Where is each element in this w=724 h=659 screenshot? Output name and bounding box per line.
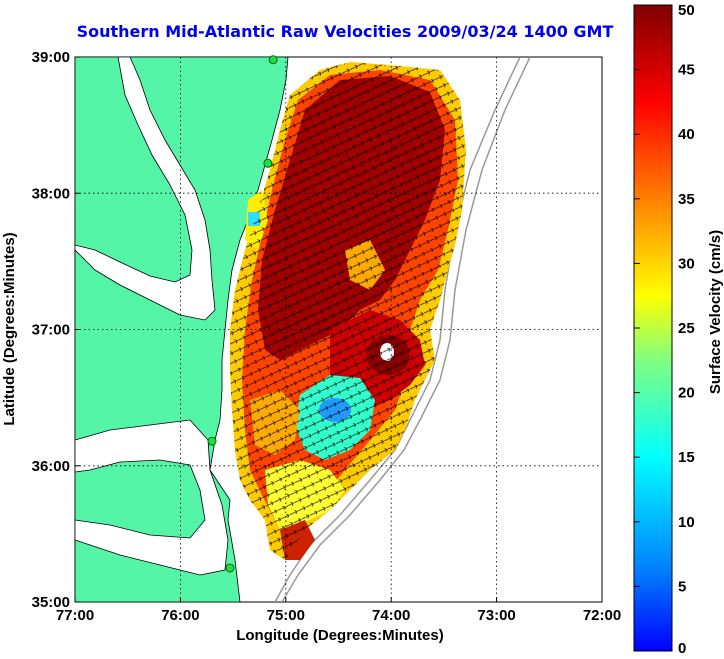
radar-station-marker: [268, 55, 278, 65]
x-tick-label: 73:00: [477, 607, 515, 624]
colorbar-tick-label: 45: [678, 62, 695, 79]
radar-stations: [207, 55, 278, 573]
x-axis-label: Longitude (Degrees:Minutes): [236, 627, 444, 644]
pamlico-sound: [75, 419, 229, 576]
chesapeake-bay: [75, 57, 216, 321]
x-tick-label: 77:00: [56, 607, 94, 624]
y-tick-label: 35:00: [32, 594, 70, 611]
y-tick-label: 37:00: [32, 322, 70, 339]
x-tick-label: 75:00: [267, 607, 305, 624]
colorbar-tick-label: 5: [678, 578, 686, 595]
colorbar-tick-label: 50: [678, 2, 695, 19]
colorbar-tick-label: 0: [678, 640, 686, 657]
colorbar-tick-label: 35: [678, 191, 695, 208]
colorbar-tick-label: 25: [678, 320, 695, 337]
map-title: Southern Mid-Atlantic Raw Velocities 200…: [76, 22, 614, 41]
velocity-field: [230, 62, 466, 560]
x-tick-label: 72:00: [583, 607, 621, 624]
x-tick-label: 76:00: [161, 607, 199, 624]
y-tick-label: 36:00: [32, 458, 70, 475]
colorbar-tick-label: 10: [678, 514, 695, 531]
colorbar-tick-label: 40: [678, 126, 695, 143]
y-axis-label: Latitude (Degrees:Minutes): [1, 232, 18, 425]
colorbar-tick-label: 15: [678, 449, 695, 466]
colorbar-tick-label: 30: [678, 255, 695, 272]
grid-lines: [75, 57, 602, 602]
y-tick-label: 38:00: [32, 185, 70, 202]
y-tick-label: 39:00: [32, 49, 70, 66]
colorbar: [633, 4, 673, 652]
x-tick-label: 74:00: [372, 607, 410, 624]
x-axis-ticks: 77:00 76:00 75:00 74:00 73:00 72:00: [56, 597, 621, 624]
radar-station-marker: [207, 436, 217, 446]
y-axis-ticks: 39:00 38:00 37:00 36:00 35:00: [32, 49, 80, 611]
radar-station-marker: [263, 158, 273, 168]
land-mass: [75, 57, 289, 602]
colorbar-tick-label: 20: [678, 385, 695, 402]
radar-station-marker: [225, 563, 235, 573]
colorbar-label: Surface Velocity (cm/s): [707, 230, 724, 394]
